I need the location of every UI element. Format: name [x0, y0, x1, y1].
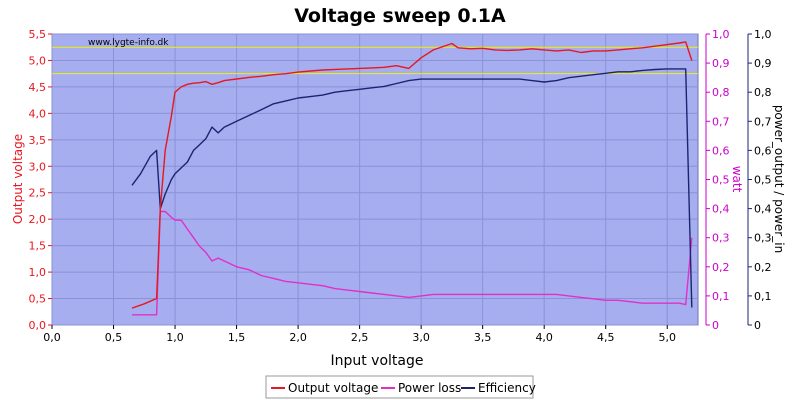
plot-area	[51, 33, 699, 326]
watt-tick-label: 0,5	[712, 174, 730, 187]
watt-axis-label: watt	[730, 166, 744, 193]
x-tick-label: 1,5	[228, 331, 246, 344]
watt-tick-label: 0,6	[712, 144, 730, 157]
watt-tick-label: 0,2	[712, 261, 730, 274]
left-tick-label: 4,5	[29, 81, 47, 94]
x-axis-label: Input voltage	[330, 353, 423, 369]
legend-label-power-loss: Power loss	[398, 381, 461, 395]
watt-tick-label: 0,7	[712, 115, 730, 128]
x-tick-label: 2,0	[289, 331, 307, 344]
x-tick-label: 4,0	[535, 331, 553, 344]
series-line-power-loss	[132, 210, 693, 316]
x-tick-label: 1,0	[166, 331, 184, 344]
watt-tick-label: 0,9	[712, 57, 730, 70]
x-tick-label: 0,5	[105, 331, 123, 344]
left-tick-label: 4,0	[29, 107, 47, 120]
left-tick-label: 3,5	[29, 134, 47, 147]
legend-label-output-voltage: Output voltage	[288, 381, 378, 395]
left-tick-label: 0,0	[29, 319, 47, 332]
x-tick-label: 4,5	[597, 331, 615, 344]
efficiency-tick-label: 0,4	[754, 203, 772, 216]
series-line-efficiency	[131, 68, 693, 308]
efficiency-tick-label: 0,6	[754, 144, 772, 157]
efficiency-tick-label: 1,0	[754, 28, 772, 41]
watt-tick-label: 0,8	[712, 86, 730, 99]
left-tick-label: 2,0	[29, 213, 47, 226]
left-tick-label: 0,5	[29, 293, 47, 306]
watt-axis-ticks: 0 0,1 0,2 0,3 0,4 0,5 0,6 0,7 0,8 0,9 1,0	[706, 28, 730, 332]
left-tick-label: 1,5	[29, 240, 47, 253]
watt-tick-label: 1,0	[712, 28, 730, 41]
left-axis-ticks: 0,0 0,5 1,0 1,5 2,0 2,5 3,0 3,5 4,0 4,5 5,0 5,5	[29, 28, 52, 332]
watt-tick-label: 0,1	[712, 290, 730, 303]
left-tick-label: 5,0	[29, 54, 47, 67]
efficiency-tick-label: 0,3	[754, 232, 772, 245]
left-tick-label: 5,5	[29, 28, 47, 41]
x-tick-label: 3,5	[474, 331, 492, 344]
chart-title: Voltage sweep 0.1A	[294, 5, 506, 27]
efficiency-tick-label: 0,2	[754, 261, 772, 274]
legend: Output voltage Power loss Efficiency	[265, 375, 536, 399]
left-tick-label: 3,0	[29, 160, 47, 173]
efficiency-tick-label: 0,7	[754, 115, 772, 128]
efficiency-tick-label: 0	[754, 319, 761, 332]
left-axis-label: Output voltage	[11, 134, 25, 224]
legend-box	[265, 375, 534, 399]
x-tick-label: 0,0	[43, 331, 61, 344]
legend-label-efficiency: Efficiency	[478, 381, 536, 395]
efficiency-tick-label: 0,9	[754, 57, 772, 70]
watt-tick-label: 0	[712, 319, 719, 332]
x-tick-label: 3,0	[412, 331, 430, 344]
x-tick-label: 5,0	[658, 331, 676, 344]
x-axis-ticks: 0,0 0,5 1,0 1,5 2,0 2,5 3,0 3,5 4,0 4,5 5,0	[43, 325, 676, 344]
series-layer	[131, 41, 693, 316]
efficiency-axis-ticks: 0 0,1 0,2 0,3 0,4 0,5 0,6 0,7 0,8 0,9 1,0	[748, 28, 772, 332]
watt-tick-label: 0,4	[712, 203, 730, 216]
series-line-output-voltage	[131, 41, 693, 309]
x-tick-label: 2,5	[351, 331, 369, 344]
left-tick-label: 2,5	[29, 187, 47, 200]
left-tick-label: 1,0	[29, 266, 47, 279]
reference-lines	[52, 46, 698, 75]
efficiency-tick-label: 0,5	[754, 174, 772, 187]
watt-tick-label: 0,3	[712, 232, 730, 245]
efficiency-axis-label: power_output / power_in	[772, 105, 786, 253]
watermark: www.lygte-info.dk	[88, 38, 169, 48]
efficiency-tick-label: 0,1	[754, 290, 772, 303]
efficiency-tick-label: 0,8	[754, 86, 772, 99]
